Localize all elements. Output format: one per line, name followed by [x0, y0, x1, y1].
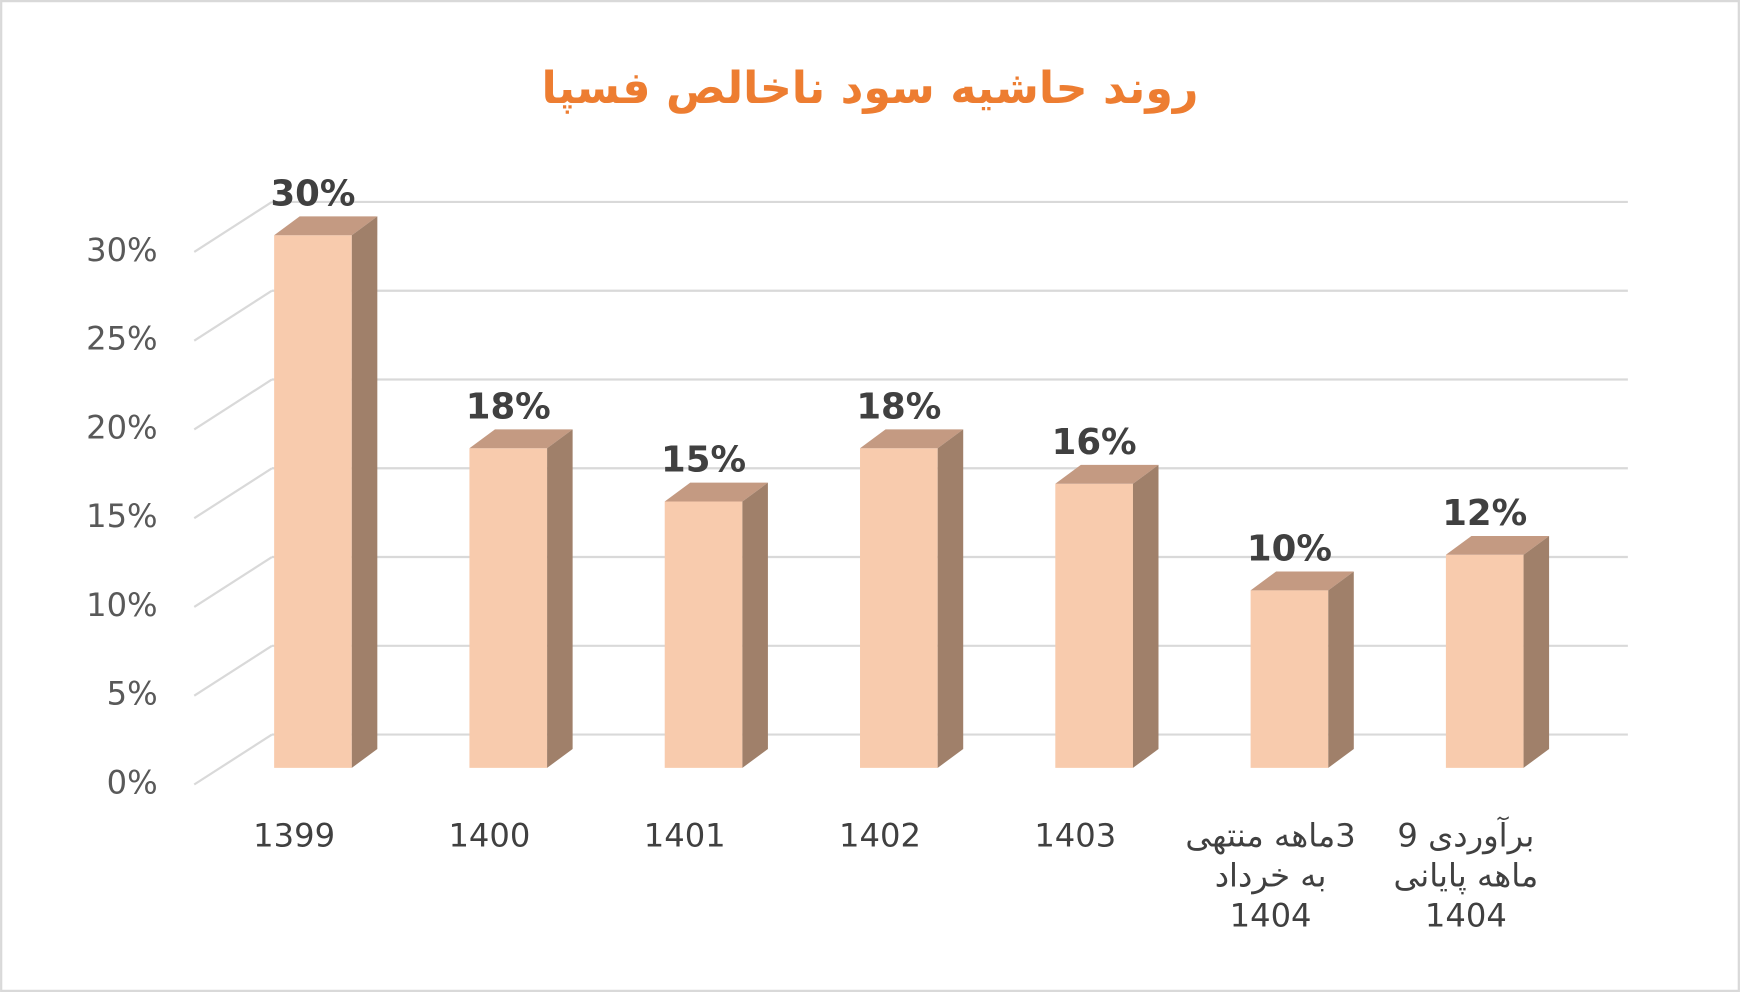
x-tick-label: 1401 — [643, 816, 726, 855]
bar-top — [469, 429, 573, 449]
chart-title: روند حاشیه سود ناخالص فسپا — [542, 63, 1199, 114]
bar-front — [469, 448, 548, 768]
bar — [469, 429, 573, 768]
x-tick: 1403 — [1034, 816, 1117, 855]
bar-front — [860, 448, 938, 768]
y-tick-label: 25% — [86, 320, 157, 358]
y-tick-label: 20% — [86, 408, 157, 446]
bar-front — [1055, 483, 1133, 768]
data-label: 30% — [270, 173, 355, 214]
x-tick: 3ماهه منتهی به خرداد 1404 — [1185, 816, 1356, 935]
x-tick: 1399 — [253, 816, 336, 855]
data-label: 16% — [1052, 422, 1137, 463]
bar-side — [1523, 535, 1550, 768]
x-tick: 1402 — [839, 816, 921, 855]
y-tick-label: 10% — [86, 586, 157, 624]
bar — [860, 429, 964, 768]
data-label: 10% — [1247, 528, 1332, 569]
grid-line — [193, 467, 273, 520]
x-tick-label: 1402 — [839, 816, 921, 855]
y-tick-label: 15% — [86, 497, 157, 535]
x-tick-label: 1403 — [1034, 816, 1117, 855]
grid-line — [193, 201, 273, 253]
bar-top — [1055, 464, 1159, 484]
bar — [1055, 464, 1159, 768]
bar-front — [664, 501, 743, 768]
grid-line — [193, 378, 273, 431]
x-tick: برآوردی 9 ماهه پایانی 1404 — [1393, 816, 1539, 935]
bar-side — [351, 216, 378, 768]
bar-side — [742, 482, 768, 768]
bar-top — [274, 216, 378, 236]
y-tick-label: 30% — [86, 231, 157, 269]
grid-line — [193, 644, 273, 697]
bar-front — [1445, 554, 1524, 768]
x-tick-label: برآوردی 9 ماهه پایانی 1404 — [1393, 816, 1539, 935]
bar-side — [937, 429, 964, 768]
bar — [1250, 571, 1354, 768]
bar-side — [1328, 571, 1354, 768]
data-label: 12% — [1442, 493, 1527, 534]
bar-top — [1250, 571, 1354, 591]
bar-side — [1132, 464, 1159, 768]
x-tick-label: 1399 — [253, 816, 336, 855]
data-label: 15% — [661, 440, 746, 481]
bar — [664, 482, 768, 768]
data-label: 18% — [856, 386, 941, 427]
x-tick-label: 3ماهه منتهی به خرداد 1404 — [1185, 816, 1356, 935]
bar-front — [274, 235, 352, 768]
bar-side — [547, 429, 573, 768]
grid-line — [193, 733, 273, 786]
bar-front — [1250, 590, 1329, 768]
x-tick-label: 1400 — [448, 816, 531, 855]
bar — [1445, 535, 1550, 768]
bar-top — [664, 482, 768, 502]
data-label: 18% — [466, 386, 551, 427]
grid-line — [193, 556, 273, 608]
x-tick: 1400 — [448, 816, 531, 855]
x-tick: 1401 — [643, 816, 726, 855]
bar-top — [860, 429, 964, 449]
y-tick-label: 5% — [107, 675, 158, 713]
bar-top — [1445, 535, 1550, 555]
grid-line — [193, 289, 273, 342]
bar — [274, 216, 378, 768]
y-tick-label: 0% — [107, 764, 158, 802]
